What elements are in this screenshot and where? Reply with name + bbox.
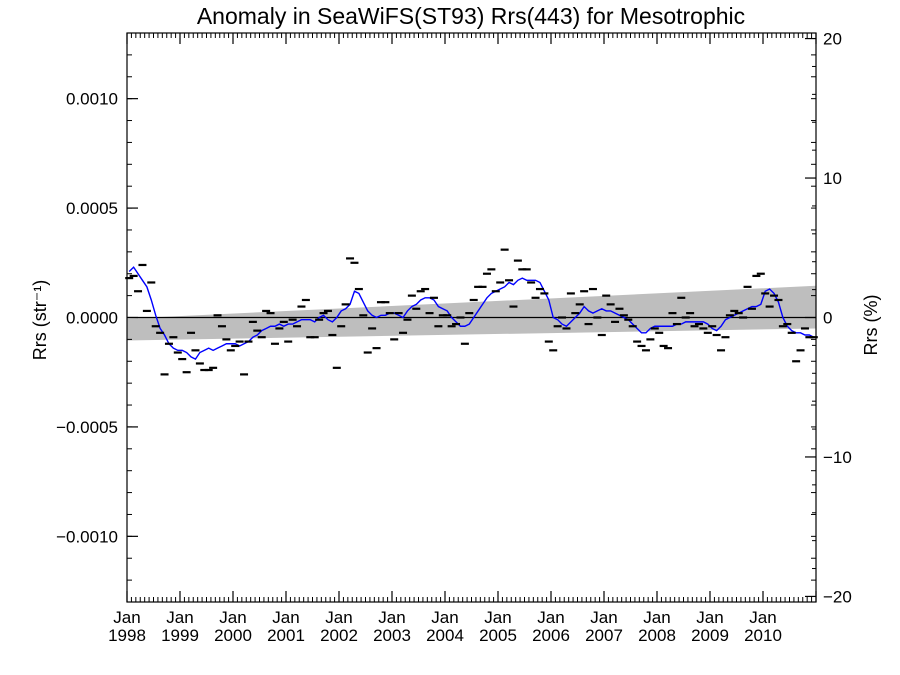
y-ticks-layer: 0.0010 0.0005 0.0000 −0.0005 −0.0010	[56, 54, 816, 581]
x-tick-year-label: 1998	[108, 626, 146, 645]
x-tick-year-label: 2002	[320, 626, 358, 645]
x-tick-year-label: 2003	[373, 626, 411, 645]
x-tick-year-label: 2005	[479, 626, 517, 645]
smoothed-line-layer	[128, 266, 815, 360]
monthly-markers-layer	[125, 248, 818, 376]
x-tick-month-label: Jan	[590, 608, 617, 627]
x-tick-month-label: Jan	[219, 608, 246, 627]
y-tick-label: 0.0000	[66, 309, 118, 328]
y2-tick-label: −10	[823, 448, 852, 467]
y2-tick-label: 10	[823, 169, 842, 188]
x-tick-year-label: 2009	[691, 626, 729, 645]
y-tick-label: 0.0010	[66, 90, 118, 109]
x-tick-year-label: 2006	[532, 626, 570, 645]
smoothed-anomaly-line	[128, 266, 815, 360]
y2-tick-label: 20	[823, 30, 842, 49]
y-tick-label: 0.0005	[66, 199, 118, 218]
x-tick-year-label: 2001	[267, 626, 305, 645]
chart-title: Anomaly in SeaWiFS(ST93) Rrs(443) for Me…	[197, 3, 745, 29]
x-tick-month-label: Jan	[537, 608, 564, 627]
x-tick-month-label: Jan	[749, 608, 776, 627]
y-tick-label: −0.0010	[56, 527, 118, 546]
y2-tick-label: 0	[823, 309, 832, 328]
x-tick-month-label: Jan	[378, 608, 405, 627]
x-tick-month-label: Jan	[643, 608, 670, 627]
y2-axis-title: Rrs (%)	[861, 295, 881, 356]
x-ticks-layer: Jan1998Jan1999Jan2000Jan2001Jan2002Jan20…	[108, 33, 817, 645]
x-tick-month-label: Jan	[431, 608, 458, 627]
x-tick-month-label: Jan	[696, 608, 723, 627]
x-tick-year-label: 2008	[638, 626, 676, 645]
x-tick-month-label: Jan	[325, 608, 352, 627]
y-tick-label: −0.0005	[56, 418, 118, 437]
x-tick-year-label: 2010	[744, 626, 782, 645]
x-tick-month-label: Jan	[113, 608, 140, 627]
y2-tick-label: −20	[823, 587, 852, 606]
x-tick-month-label: Jan	[166, 608, 193, 627]
x-tick-year-label: 2004	[426, 626, 464, 645]
x-tick-year-label: 1999	[161, 626, 199, 645]
x-tick-year-label: 2007	[585, 626, 623, 645]
x-tick-month-label: Jan	[484, 608, 511, 627]
x-tick-year-label: 2000	[214, 626, 252, 645]
y2-ticks-layer: 20 10 0 −10 −20	[805, 30, 852, 606]
x-tick-month-label: Jan	[272, 608, 299, 627]
y-axis-title: Rrs (str⁻¹)	[30, 280, 50, 360]
